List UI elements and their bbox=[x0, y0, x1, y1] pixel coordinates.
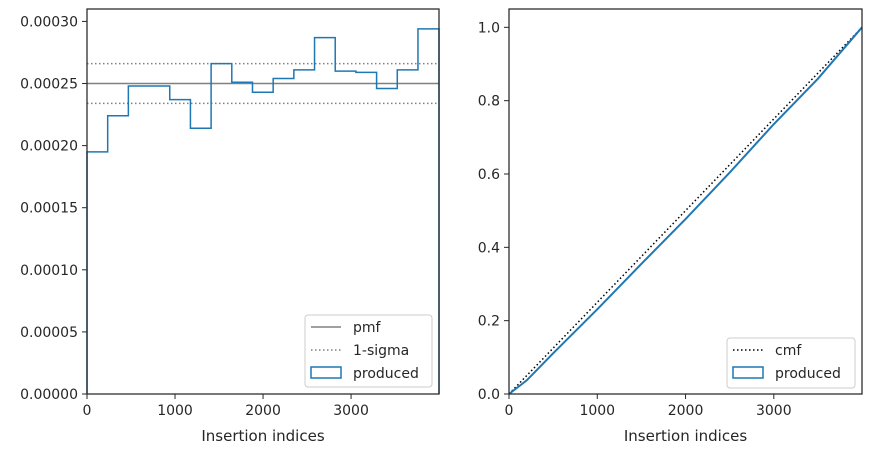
y-tick-label: 0.00030 bbox=[20, 14, 78, 30]
y-tick-label: 0.00020 bbox=[20, 139, 78, 155]
y-tick-label: 1.0 bbox=[478, 20, 500, 36]
x-tick-label: 3000 bbox=[756, 403, 792, 419]
x-tick-label: 1000 bbox=[157, 403, 193, 419]
legend-sigma-label: 1-sigma bbox=[353, 343, 409, 359]
legend-produced-swatch bbox=[732, 366, 764, 379]
y-tick-label: 0.00010 bbox=[20, 263, 78, 279]
produced-histogram-step bbox=[86, 28, 440, 394]
legend-produced-label: produced bbox=[775, 366, 841, 382]
x-axis-label: Insertion indices bbox=[624, 427, 747, 445]
y-tick-label: 0.6 bbox=[478, 167, 500, 183]
left-histogram-chart: 0 1000 2000 3000 0.00000 0.00005 0.00010 0.0001… bbox=[20, 8, 440, 445]
y-tick-label: 0.00005 bbox=[20, 325, 78, 341]
plot-frame bbox=[508, 8, 863, 395]
legend-cmf-label: cmf bbox=[775, 343, 802, 359]
legend-pmf-label: pmf bbox=[353, 320, 382, 336]
legend-box bbox=[726, 337, 856, 389]
y-tick-label: 0.0 bbox=[478, 387, 500, 403]
x-axis-label: Insertion indices bbox=[201, 427, 324, 445]
produced-cumulative-line bbox=[508, 26, 863, 395]
legend: cmf produced bbox=[726, 337, 856, 389]
y-tick-label: 0.2 bbox=[478, 314, 500, 330]
x-tick-label: 1000 bbox=[579, 403, 615, 419]
x-tick-label: 0 bbox=[83, 403, 92, 419]
y-tick-label: 0.00000 bbox=[20, 387, 78, 403]
cmf-line bbox=[508, 26, 863, 395]
y-tick-label: 0.00025 bbox=[20, 77, 78, 93]
legend: pmf 1-sigma produced bbox=[304, 314, 433, 388]
y-tick-label: 0.00015 bbox=[20, 201, 78, 217]
right-cumulative-chart: 0 1000 2000 3000 0.0 0.2 0.4 0.6 0.8 1.0 Insertion… bbox=[478, 8, 863, 445]
y-tick-label: 0.8 bbox=[478, 94, 500, 110]
y-tick-label: 0.4 bbox=[478, 240, 500, 256]
plot-frame bbox=[86, 8, 440, 395]
x-tick-label: 2000 bbox=[245, 403, 281, 419]
x-tick-label: 0 bbox=[505, 403, 514, 419]
x-tick-label: 3000 bbox=[333, 403, 369, 419]
legend-produced-label: produced bbox=[353, 366, 419, 382]
x-tick-label: 2000 bbox=[668, 403, 704, 419]
legend-produced-swatch bbox=[310, 366, 342, 379]
legend-box bbox=[304, 314, 433, 388]
